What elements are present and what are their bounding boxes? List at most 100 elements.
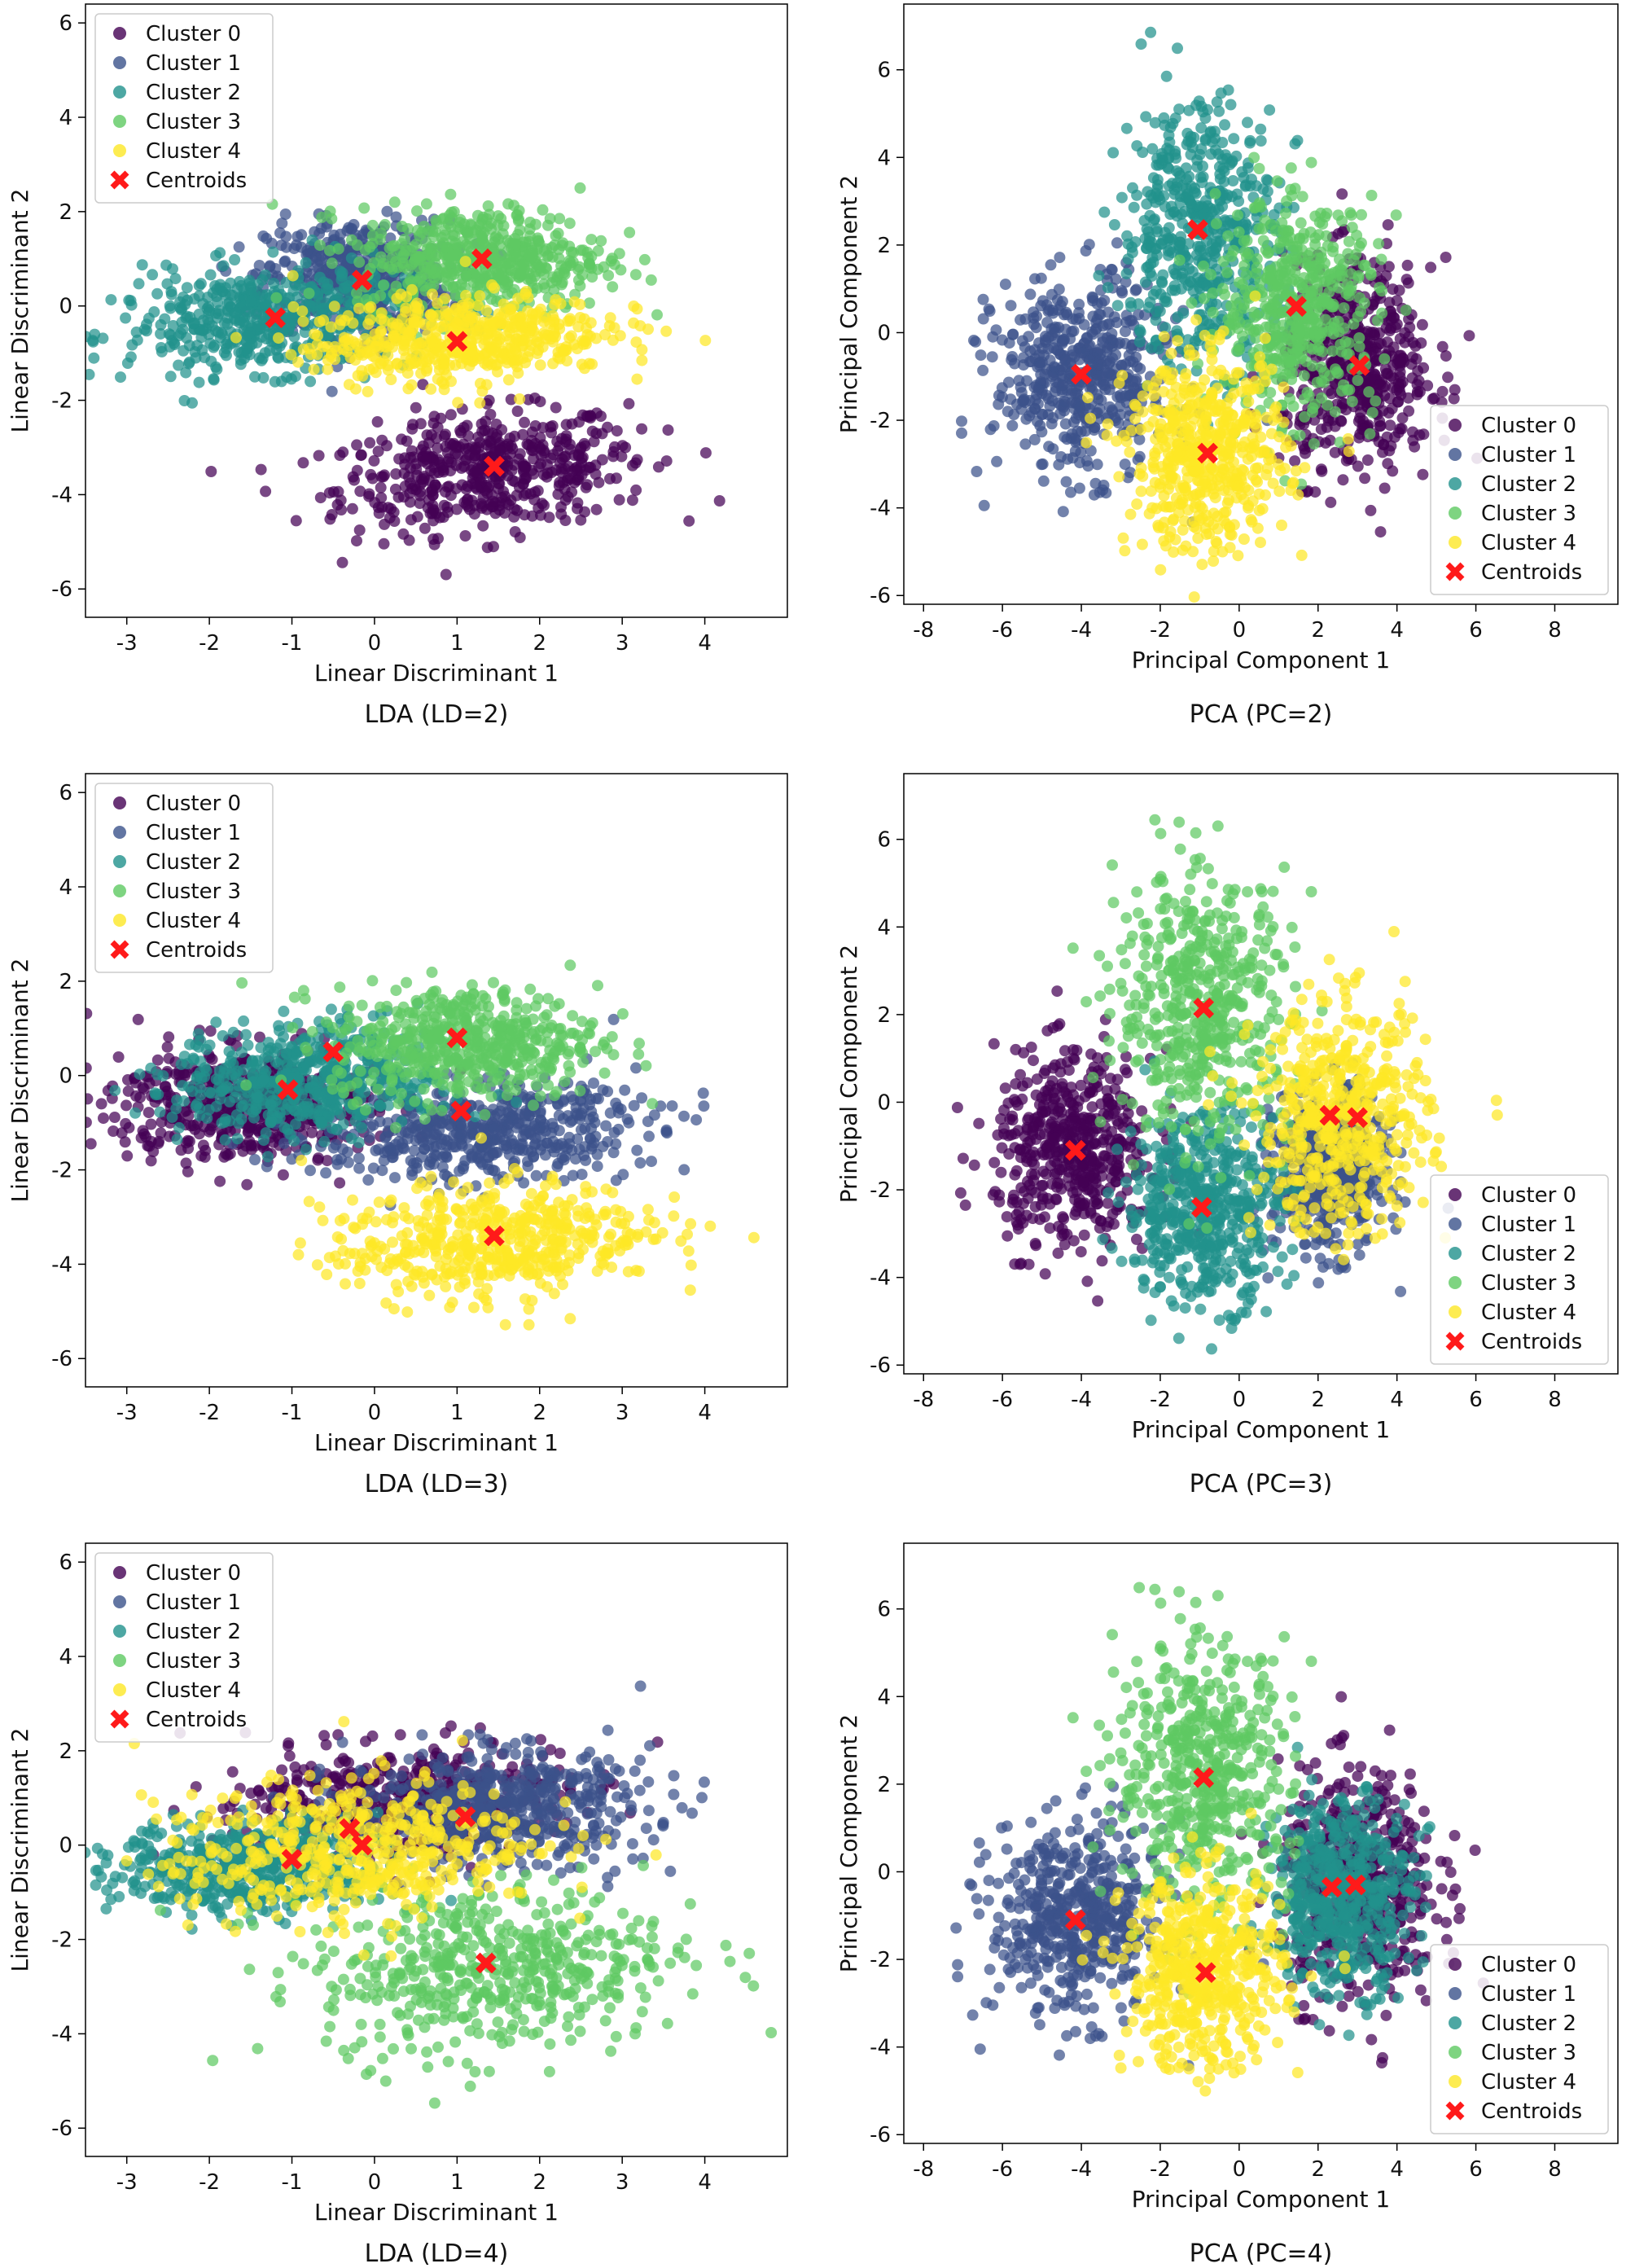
data-point [991, 456, 1002, 467]
data-point [1264, 104, 1275, 116]
data-point [244, 327, 256, 338]
data-point [105, 294, 116, 305]
data-point [388, 515, 400, 527]
data-point [160, 260, 172, 271]
data-point [607, 446, 619, 458]
data-point [1297, 282, 1308, 293]
data-point [351, 535, 362, 546]
x-tick-label: 0 [368, 631, 382, 656]
data-point [1375, 526, 1387, 537]
data-point [315, 492, 327, 503]
legend-marker [113, 27, 126, 40]
data-point [545, 421, 556, 432]
data-point [416, 226, 427, 238]
data-point [348, 472, 359, 483]
data-point [1397, 376, 1409, 388]
data-point [339, 315, 350, 327]
data-point [1251, 253, 1263, 265]
data-point [1128, 382, 1139, 393]
data-point [1137, 539, 1148, 551]
data-point [663, 424, 674, 436]
data-point [1103, 318, 1115, 330]
data-point [477, 520, 489, 532]
data-point [1031, 322, 1042, 333]
data-point [352, 341, 363, 353]
data-point [1262, 303, 1273, 314]
data-point [460, 530, 471, 542]
data-point [161, 279, 173, 290]
data-point [1164, 208, 1176, 220]
data-point [326, 213, 337, 225]
data-point [454, 352, 466, 363]
data-point [403, 472, 414, 483]
data-point [1449, 384, 1461, 396]
data-point [1289, 257, 1300, 269]
data-point [431, 251, 442, 262]
data-point [1137, 147, 1148, 158]
data-point [1309, 399, 1321, 410]
data-point [1047, 443, 1059, 454]
data-point [419, 523, 431, 534]
data-point [1306, 157, 1317, 169]
y-tick-label: 4 [59, 106, 72, 130]
data-point [1402, 260, 1414, 271]
data-point [187, 318, 199, 329]
data-point [440, 305, 451, 317]
data-point [1181, 139, 1193, 151]
data-point [1085, 413, 1096, 424]
data-point [402, 223, 414, 235]
data-point [1098, 207, 1110, 218]
data-point [131, 327, 142, 338]
data-point [230, 307, 242, 318]
data-point [286, 373, 297, 384]
data-point [249, 371, 261, 383]
data-point [1031, 310, 1042, 322]
data-point [374, 507, 385, 519]
data-point [191, 340, 203, 351]
data-point [1111, 237, 1123, 248]
data-point [1113, 471, 1124, 482]
data-point [1134, 363, 1146, 375]
data-point [1337, 474, 1348, 485]
data-point [1006, 300, 1017, 311]
data-point [984, 304, 995, 315]
data-point [422, 429, 433, 441]
data-point [337, 446, 348, 458]
data-point [634, 320, 646, 331]
data-point [1164, 222, 1175, 234]
data-point [502, 321, 513, 332]
data-point [607, 281, 618, 292]
data-point [378, 279, 389, 291]
data-point [1287, 190, 1298, 201]
data-point [445, 375, 457, 387]
data-point [523, 440, 534, 451]
data-point [353, 303, 365, 314]
data-point [1358, 260, 1370, 271]
data-point [331, 287, 343, 299]
data-point [1397, 412, 1409, 423]
data-point [1354, 292, 1365, 304]
data-point [461, 270, 472, 281]
data-point [530, 219, 541, 230]
data-point [1325, 269, 1336, 280]
data-point [1092, 298, 1103, 309]
data-point [1365, 270, 1377, 281]
data-point [1076, 347, 1087, 358]
data-point [71, 345, 82, 357]
data-point [1370, 346, 1381, 358]
data-point [1418, 428, 1429, 440]
x-tick-label: 1 [450, 631, 464, 656]
data-point [1161, 296, 1173, 308]
data-point [564, 217, 576, 229]
data-point [410, 357, 422, 368]
data-point [1118, 533, 1129, 544]
data-point [590, 468, 602, 480]
data-point [627, 494, 638, 506]
data-point [314, 239, 326, 251]
data-point [353, 257, 365, 268]
legend-label: Cluster 4 [146, 139, 241, 164]
data-point [530, 314, 541, 326]
data-point [256, 355, 267, 366]
data-point [310, 300, 322, 311]
legend-label: Cluster 2 [146, 81, 241, 105]
